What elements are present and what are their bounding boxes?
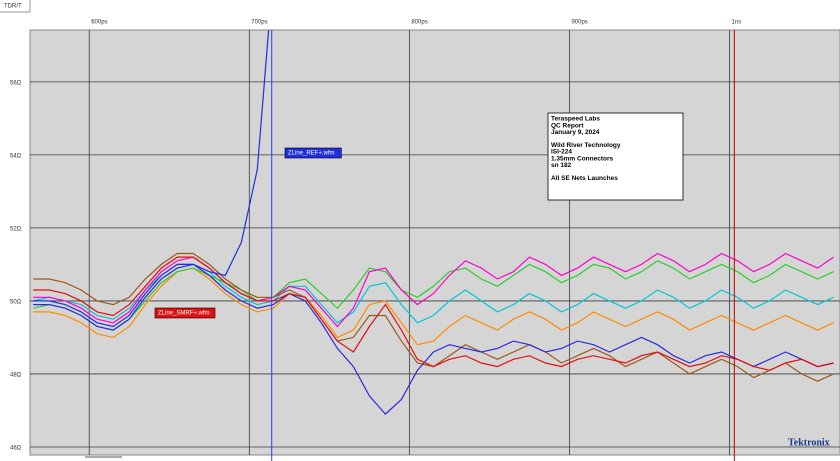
annotation-box [547,112,684,201]
trace-tag [284,147,342,159]
y-tick-label: 52Ω [10,226,22,232]
annotation-text: Teraspeed Labs [551,116,600,123]
annotation-text: All SE Nets Launches [551,175,618,182]
y-tick-label: 56Ω [10,80,22,86]
trace [33,256,834,371]
trace-tag-label: ZLine_REF+.wfm [288,151,335,157]
y-tick-label: 48Ω [10,373,22,379]
annotation-text: sn 182 [551,162,572,169]
y-tick-label: 46Ω [10,446,22,452]
brand: Tektronix [788,437,830,448]
annotation-text: ISI-224 [551,149,572,156]
x-tick-label: 900ps [571,20,587,26]
x-tick-label: 800ps [411,20,427,26]
trace [33,263,834,415]
trace [33,260,834,331]
trace [33,267,834,346]
trace-tag-label: ZLine_SMRF+.wfm [158,311,210,317]
trace [33,252,834,328]
y-tick-label: 50Ω [10,299,22,305]
trace [33,30,270,328]
annotation-text: 1.35mm Connectors [551,155,614,162]
y-tick-label: 54Ω [10,153,22,159]
y-axis-label: TDR/T [4,4,22,10]
trace-tag [154,307,216,319]
x-tick-label: 600ps [91,20,107,26]
plot-area [29,29,840,456]
annotation-text: Wild River Technology [551,142,621,149]
annotation-text: January 9, 2024 [551,129,600,136]
x-tick-label: 700ps [251,20,267,26]
annotation-text: QC Report [551,122,584,129]
x-tick-label: 1ns [732,20,742,26]
